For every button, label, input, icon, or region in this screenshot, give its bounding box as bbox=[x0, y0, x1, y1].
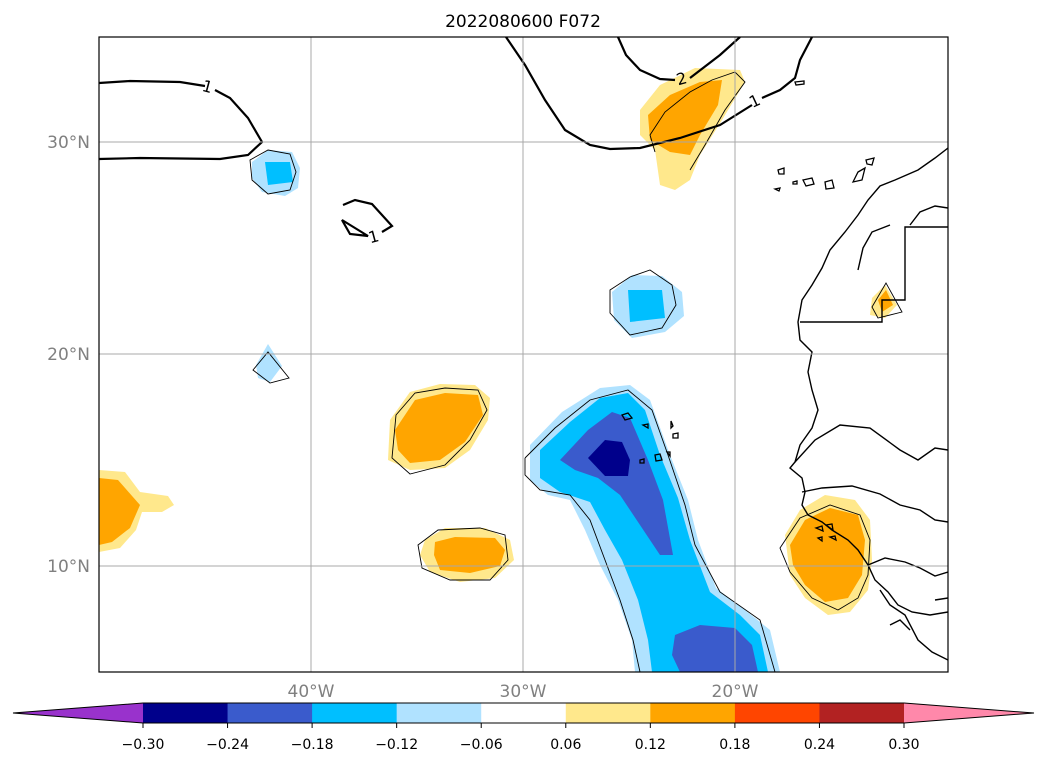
lat-label-20n: 20°N bbox=[47, 345, 90, 365]
colorbar-tick-label: 0.18 bbox=[719, 737, 750, 753]
lon-label-30w: 30°W bbox=[500, 682, 547, 702]
colorbar-tick-label: −0.12 bbox=[375, 737, 418, 753]
colorbar-segment bbox=[312, 703, 398, 723]
colorbar-tick-label: 0.24 bbox=[804, 737, 835, 753]
lon-label-40w: 40°W bbox=[288, 682, 335, 702]
colorbar-segment bbox=[650, 703, 736, 723]
colorbar-segment bbox=[396, 703, 482, 723]
lat-label-10n: 10°N bbox=[47, 557, 90, 577]
colorbar-segment bbox=[227, 703, 313, 723]
contour-label: 1 bbox=[366, 226, 381, 247]
colorbar-tick-label: −0.24 bbox=[206, 737, 249, 753]
contour-label: 2 bbox=[674, 68, 689, 89]
negative-anomaly-small bbox=[256, 344, 282, 382]
islands bbox=[621, 80, 875, 543]
thick-contours bbox=[99, 37, 813, 238]
shaded-anomalies bbox=[99, 68, 897, 672]
coastlines bbox=[789, 147, 948, 661]
colorbar-tick-label: 0.06 bbox=[550, 737, 581, 753]
colorbar-tick-label: −0.06 bbox=[460, 737, 503, 753]
thin-contours bbox=[249, 71, 903, 672]
colorbar-tick-label: −0.30 bbox=[122, 737, 165, 753]
colorbar-segment bbox=[481, 703, 567, 723]
colorbar-segment bbox=[143, 703, 229, 723]
plot-area: 1 2 1 1 bbox=[99, 37, 948, 672]
contour-label: 1 bbox=[200, 76, 215, 97]
colorbar-extend-high bbox=[904, 703, 1034, 723]
colorbar-extend-low bbox=[13, 703, 143, 723]
lat-label-30n: 30°N bbox=[47, 133, 90, 153]
colorbar-segment bbox=[734, 703, 820, 723]
colorbar-segment bbox=[565, 703, 651, 723]
map-title: 2022080600 F072 bbox=[445, 12, 601, 32]
gridlines bbox=[99, 37, 948, 672]
colorbar-segment bbox=[819, 703, 905, 723]
colorbar-tick-label: 0.12 bbox=[635, 737, 666, 753]
colorbar-tick-label: 0.30 bbox=[888, 737, 919, 753]
colorbar: −0.30 −0.24 −0.18 −0.12 −0.06 0.06 0.12 0.18 0.2… bbox=[12, 702, 1035, 753]
plot-frame bbox=[98, 36, 949, 673]
lon-label-20w: 20°W bbox=[712, 682, 759, 702]
colorbar-tick-label: −0.18 bbox=[291, 737, 334, 753]
